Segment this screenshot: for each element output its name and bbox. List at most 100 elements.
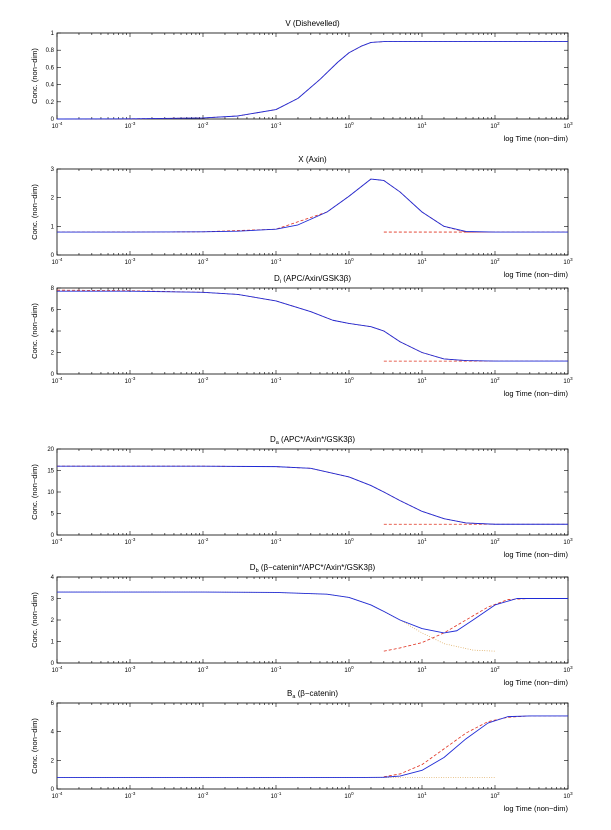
y-tick-label: 0 bbox=[51, 661, 55, 667]
x-tick-label: 103 bbox=[563, 257, 573, 266]
x-tick-label: 10-3 bbox=[125, 257, 136, 266]
x-axis-label: log Time (non−dim) bbox=[504, 270, 569, 279]
x-tick-label-base: 10 bbox=[52, 379, 59, 385]
x-tick-label-exponent: 1 bbox=[424, 537, 427, 542]
y-tick-label: 5 bbox=[51, 512, 55, 518]
x-tick-label-exponent: -3 bbox=[131, 537, 135, 542]
x-tick-label-base: 10 bbox=[271, 379, 278, 385]
y-tick-label: 1 bbox=[51, 640, 55, 646]
series-full-line bbox=[57, 178, 568, 233]
x-tick-label: 101 bbox=[417, 257, 427, 266]
x-tick-label: 103 bbox=[563, 376, 573, 385]
x-axis-label: log Time (non−dim) bbox=[504, 678, 569, 687]
x-tick-label-exponent: 0 bbox=[351, 121, 354, 126]
x-tick-label: 10-2 bbox=[198, 537, 209, 546]
panel-title-main: V (Dishevelled) bbox=[285, 19, 340, 28]
x-tick-label-base: 10 bbox=[344, 124, 351, 130]
x-tick-label-exponent: 2 bbox=[497, 665, 500, 670]
series-full-line bbox=[57, 591, 568, 634]
x-tick-label-exponent: -1 bbox=[277, 121, 281, 126]
x-tick-label: 10-1 bbox=[271, 121, 282, 130]
x-tick-label: 10-2 bbox=[198, 257, 209, 266]
axes-frame bbox=[56, 576, 569, 664]
series-outer-line bbox=[56, 289, 568, 362]
y-tick-label: 2 bbox=[51, 618, 55, 624]
x-tick-label-exponent: 2 bbox=[497, 257, 500, 262]
x-tick-label-base: 10 bbox=[417, 794, 424, 800]
x-tick-label: 103 bbox=[563, 537, 573, 546]
x-tick-label: 103 bbox=[563, 791, 573, 800]
x-tick-label-base: 10 bbox=[271, 540, 278, 546]
panel-title-main: D bbox=[250, 563, 256, 572]
x-tick-label: 103 bbox=[563, 121, 573, 130]
y-axis-label: Conc. (non−dim) bbox=[30, 718, 39, 774]
y-tick-label: 0.4 bbox=[46, 83, 55, 89]
x-tick-label-exponent: -1 bbox=[277, 257, 281, 262]
series-asymptotic-line bbox=[56, 41, 568, 120]
x-tick-label-exponent: -4 bbox=[58, 121, 62, 126]
y-tick-label: 0.6 bbox=[46, 65, 55, 71]
x-tick-label: 10-3 bbox=[125, 121, 136, 130]
x-tick-label-base: 10 bbox=[198, 124, 205, 130]
x-tick-label-base: 10 bbox=[417, 540, 424, 546]
y-tick-label: 4 bbox=[51, 575, 55, 581]
x-tick-label-base: 10 bbox=[271, 260, 278, 266]
x-tick-label-base: 10 bbox=[344, 379, 351, 385]
x-tick-label-base: 10 bbox=[271, 794, 278, 800]
y-tick-label: 15 bbox=[47, 469, 54, 475]
y-tick-label: 3 bbox=[51, 167, 55, 173]
x-tick-label-exponent: 2 bbox=[497, 376, 500, 381]
panel-Di: Di (APC/Axin/GSK3β)10-410-310-210-110010… bbox=[30, 274, 573, 398]
x-tick-label-exponent: -4 bbox=[58, 665, 62, 670]
series-full-line bbox=[57, 715, 568, 778]
axes-frame bbox=[56, 702, 569, 790]
x-tick-label-exponent: -4 bbox=[58, 257, 62, 262]
x-tick-label-base: 10 bbox=[490, 124, 497, 130]
x-tick-label-base: 10 bbox=[490, 260, 497, 266]
x-tick-label: 10-4 bbox=[52, 257, 63, 266]
panel-V: V (Dishevelled)10-410-310-210-1100101102… bbox=[30, 19, 573, 143]
x-tick-label: 100 bbox=[344, 121, 354, 130]
x-tick-label: 10-4 bbox=[52, 121, 63, 130]
x-tick-label-exponent: 1 bbox=[424, 257, 427, 262]
x-tick-label-base: 10 bbox=[125, 124, 132, 130]
x-tick-label-exponent: 2 bbox=[497, 791, 500, 796]
x-tick-label-exponent: 3 bbox=[570, 665, 573, 670]
x-tick-label-base: 10 bbox=[198, 540, 205, 546]
panel-title-main: D bbox=[270, 435, 276, 444]
x-tick-label: 101 bbox=[417, 665, 427, 674]
x-tick-label-exponent: 0 bbox=[351, 257, 354, 262]
y-tick-label: 6 bbox=[51, 701, 55, 707]
panel-Da: Da (APC*/Axin*/GSK3β)10-410-310-210-1100… bbox=[30, 435, 573, 559]
x-tick-label-base: 10 bbox=[563, 124, 570, 130]
x-tick-label: 102 bbox=[490, 376, 500, 385]
x-tick-label-exponent: -4 bbox=[58, 791, 62, 796]
x-tick-label: 10-4 bbox=[52, 376, 63, 385]
x-tick-label-exponent: 1 bbox=[424, 121, 427, 126]
x-tick-label: 10-3 bbox=[125, 791, 136, 800]
x-tick-label-exponent: -3 bbox=[131, 376, 135, 381]
panel-title: X (Axin) bbox=[298, 155, 327, 164]
x-tick-label-exponent: 3 bbox=[570, 376, 573, 381]
x-tick-label: 10-3 bbox=[125, 665, 136, 674]
y-tick-label: 10 bbox=[47, 490, 54, 496]
x-tick-label-exponent: -4 bbox=[58, 537, 62, 542]
x-tick-label-exponent: -2 bbox=[204, 376, 208, 381]
y-tick-label: 1 bbox=[51, 224, 55, 230]
x-tick-label: 100 bbox=[344, 791, 354, 800]
x-tick-label-base: 10 bbox=[52, 668, 59, 674]
x-tick-label-exponent: -2 bbox=[204, 791, 208, 796]
panel-title-subscript: a bbox=[292, 694, 296, 700]
x-tick-label-base: 10 bbox=[563, 668, 570, 674]
x-tick-label-exponent: 2 bbox=[497, 121, 500, 126]
x-axis-label: log Time (non−dim) bbox=[504, 389, 569, 398]
x-tick-label: 101 bbox=[417, 537, 427, 546]
x-tick-label: 101 bbox=[417, 791, 427, 800]
x-tick-label-base: 10 bbox=[198, 668, 205, 674]
x-tick-label: 10-3 bbox=[125, 537, 136, 546]
x-tick-label-base: 10 bbox=[125, 668, 132, 674]
x-tick-label: 10-1 bbox=[271, 791, 282, 800]
series-outer-line bbox=[57, 465, 568, 525]
x-tick-label-base: 10 bbox=[490, 794, 497, 800]
x-tick-label: 100 bbox=[344, 537, 354, 546]
